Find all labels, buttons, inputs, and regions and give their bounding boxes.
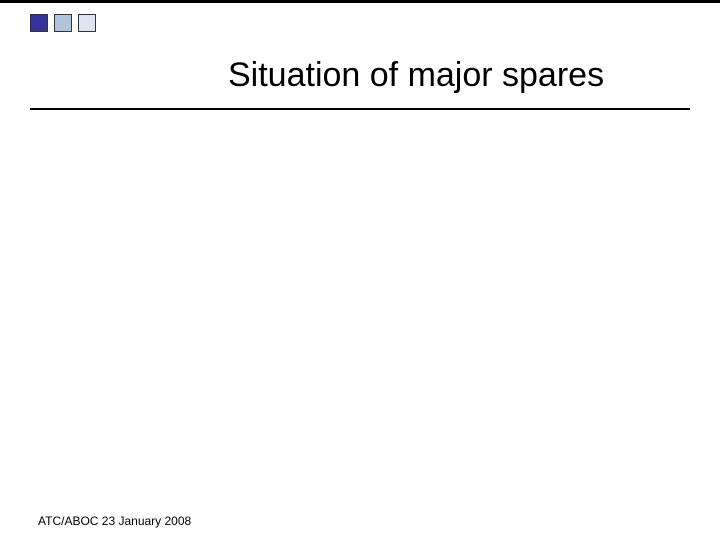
top-border [0, 0, 720, 3]
slide-title: Situation of major spares [228, 56, 604, 95]
bullet-square-dark-icon [30, 14, 48, 32]
bullet-squares [30, 14, 96, 32]
title-underline [30, 108, 690, 110]
bullet-square-mid-icon [54, 14, 72, 32]
slide-footer: ATC/ABOC 23 January 2008 [38, 514, 191, 528]
bullet-square-light-icon [78, 14, 96, 32]
